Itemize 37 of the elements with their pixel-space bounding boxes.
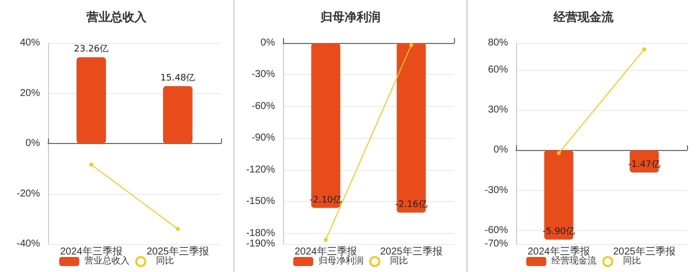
chart-title: 营业总收入 — [86, 10, 148, 24]
y-tick-label: 20% — [20, 88, 40, 99]
y-tick-label: -30% — [252, 69, 276, 80]
chart-title: 归母净利润 — [320, 10, 380, 24]
y-tick-label: 80% — [488, 38, 508, 48]
x-tick-label: 2024年三季报 — [60, 246, 122, 258]
y-tick-label: 60% — [488, 64, 508, 76]
y-tick-label: -180% — [246, 228, 276, 239]
y-tick-label: 0% — [26, 138, 40, 149]
y-tick-label: -30% — [484, 184, 508, 196]
x-tick-label: 2025年三季报 — [380, 246, 442, 258]
legend-label: 归母净利润 — [318, 256, 364, 266]
legend-label: 同比 — [390, 256, 408, 266]
x-tick-label: 2024年三季报 — [528, 246, 590, 258]
legend-label: 经营现金流 — [551, 256, 596, 266]
y-tick-label: 0% — [260, 38, 276, 48]
y-tick-label: 30% — [488, 104, 508, 116]
legend-label: 营业总收入 — [84, 256, 130, 266]
y-tick-label: -70% — [484, 238, 508, 250]
y-tick-label: 0% — [494, 144, 508, 156]
legend-label: 同比 — [156, 256, 174, 266]
y-tick-label: -150% — [246, 196, 276, 208]
x-tick-label: 2025年三季报 — [146, 246, 209, 258]
x-tick-label: 2024年三季报 — [294, 246, 357, 258]
data-label: 23.26亿 — [74, 44, 109, 55]
data-label: 15.48亿 — [160, 72, 196, 84]
y-tick-label: -190% — [246, 238, 276, 250]
y-tick-label: 40% — [20, 38, 40, 48]
y-tick-label: -90% — [252, 132, 276, 144]
legend-label: 同比 — [622, 256, 641, 266]
x-tick-label: 2025年三季报 — [613, 246, 676, 258]
y-tick-label: -120% — [246, 164, 276, 176]
y-tick-label: -60% — [484, 225, 508, 236]
y-tick-label: -20% — [16, 188, 40, 200]
y-tick-label: -60% — [252, 100, 276, 112]
y-tick-label: -40% — [16, 238, 40, 250]
chart-title: 经营现金流 — [552, 10, 614, 24]
